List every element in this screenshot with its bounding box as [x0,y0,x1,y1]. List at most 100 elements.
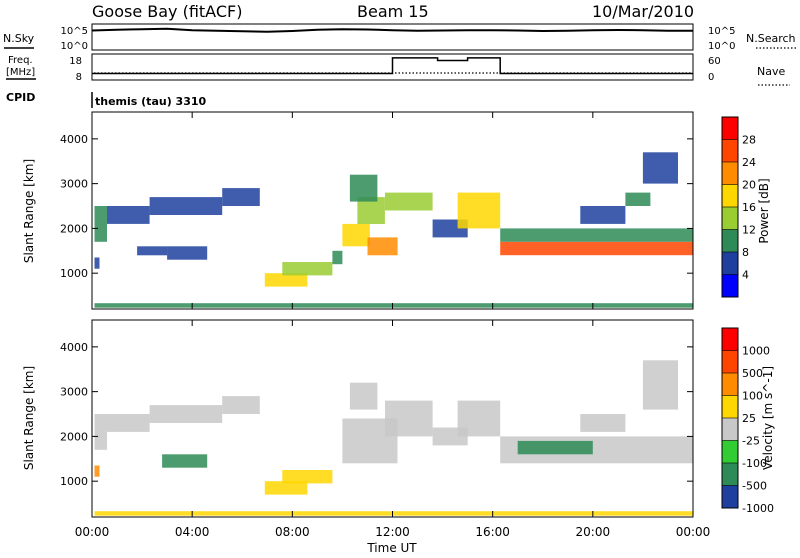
velocity-colorbar-tick-label: -500 [742,480,767,493]
x-tick-label: 16:00 [475,525,510,539]
velocity-heatmap [94,360,693,516]
velocity-region-12 [457,400,501,437]
nsearch-label: N.Search [746,32,796,45]
velocity-colorbar-cell [722,373,738,396]
velocity-colorbar-tick-label: 500 [742,367,763,380]
velocity-colorbar-tick-label: 1000 [742,345,770,358]
power-colorbar-cell [722,274,738,297]
date-title: 10/Mar/2010 [592,2,694,21]
freq-unit-label: [MHz] [6,67,35,78]
power-region-8 [282,262,333,276]
nsky-label: N.Sky [3,32,35,45]
power-colorbar: 28 24 20 16 12 8 4 [721,116,756,298]
freq-label: Freq. [8,55,33,66]
noise-left-tick-top: 10^5 [61,26,88,37]
power-ytick-label: 3000 [60,178,88,191]
velocity-colorbar-label: Velocity [m s^-1] [761,366,775,470]
velocity-ytick-label: 3000 [60,386,88,399]
velocity-colorbar-cell [722,463,738,486]
velocity-region-5 [94,465,100,477]
noise-left-tick-bottom: 10^0 [61,41,88,52]
freq-strip-frame [91,53,694,81]
velocity-colorbar-cell [722,418,738,441]
power-region-6 [94,257,100,269]
velocity-colorbar-cell [722,350,738,373]
power-region-0 [94,206,107,242]
velocity-region-17 [94,511,693,516]
power-colorbar-cell [722,229,738,252]
freq-left-tick-bottom: 8 [76,72,82,83]
power-region-2 [149,197,223,215]
nave-right-tick-bottom: 0 [708,72,714,83]
power-colorbar-cell [722,139,738,162]
power-region-9 [332,250,343,265]
velocity-region-9 [349,382,378,410]
x-tick-label: 08:00 [275,525,310,539]
velocity-region-3 [222,396,260,414]
power-region-10 [342,223,370,247]
x-tick-label: 20:00 [576,525,611,539]
power-region-16 [457,192,501,229]
velocity-region-6 [264,481,308,495]
velocity-colorbar-tick-label: -100 [742,457,767,470]
power-colorbar-tick-label: 4 [742,269,749,282]
velocity-ytick-label: 4000 [60,341,88,354]
x-tick-label: 00:00 [75,525,110,539]
power-colorbar-cell [722,207,738,230]
beam-title: Beam 15 [357,2,429,21]
power-colorbar-tick-label: 8 [742,246,749,259]
velocity-colorbar-cell [722,440,738,463]
power-ytick-label: 4000 [60,133,88,146]
power-colorbar-tick-label: 28 [742,134,756,147]
power-region-7 [264,273,308,287]
velocity-colorbar-cell [722,328,738,351]
power-region-18 [500,228,693,242]
velocity-ytick-label: 2000 [60,430,88,443]
power-ylabel: Slant Range [km] [22,159,36,263]
noise-right-tick-bottom: 10^0 [708,41,735,52]
velocity-y-axis: 1000 2000 3000 4000 [60,341,693,488]
power-region-17 [500,241,693,256]
noise-right-tick-top: 10^5 [708,26,735,37]
velocity-ytick-label: 1000 [60,475,88,488]
power-y-axis: 1000 2000 3000 4000 [60,133,693,280]
power-region-1 [107,206,150,224]
power-colorbar-cell [722,117,738,140]
x-tick-label: 04:00 [175,525,210,539]
x-axis: 00:00 04:00 08:00 12:00 16:00 20:00 00:00 [75,112,711,539]
velocity-region-2 [149,405,223,423]
power-ytick-label: 1000 [60,267,88,280]
velocity-region-15 [580,414,626,432]
x-tick-label: 12:00 [375,525,410,539]
power-region-14 [385,192,433,211]
power-region-12 [367,237,398,256]
power-heatmap [94,152,693,308]
power-ytick-label: 2000 [60,222,88,235]
nave-right-tick-top: 60 [708,56,721,67]
velocity-region-14 [517,440,593,455]
power-colorbar-tick-label: 24 [742,156,756,169]
power-region-4 [137,246,168,256]
cpid-label: CPID [6,91,35,104]
velocity-ylabel: Slant Range [km] [22,366,36,470]
freq-series-line [92,57,693,75]
power-colorbar-label: Power [dB] [757,178,771,243]
velocity-colorbar-cell [722,485,738,508]
velocity-colorbar-tick-label: 100 [742,390,763,403]
power-region-3 [222,188,260,206]
power-region-13 [349,174,378,202]
power-colorbar-cell [722,162,738,185]
x-tick-label: 00:00 [676,525,711,539]
power-region-20 [625,192,651,206]
station-title: Goose Bay (fitACF) [92,2,242,21]
freq-left-tick-top: 18 [69,56,82,67]
velocity-region-0 [94,414,107,450]
power-colorbar-cell [722,184,738,207]
power-region-19 [580,206,626,224]
cpid-value: themis (tau) 3310 [95,95,207,108]
velocity-colorbar: 1000 500 100 25 -25 -100 -500 -1000 [721,327,774,515]
velocity-region-4 [162,454,208,468]
velocity-colorbar-tick-label: -1000 [742,502,774,515]
power-colorbar-tick-label: 12 [742,224,756,237]
power-colorbar-cell [722,252,738,275]
